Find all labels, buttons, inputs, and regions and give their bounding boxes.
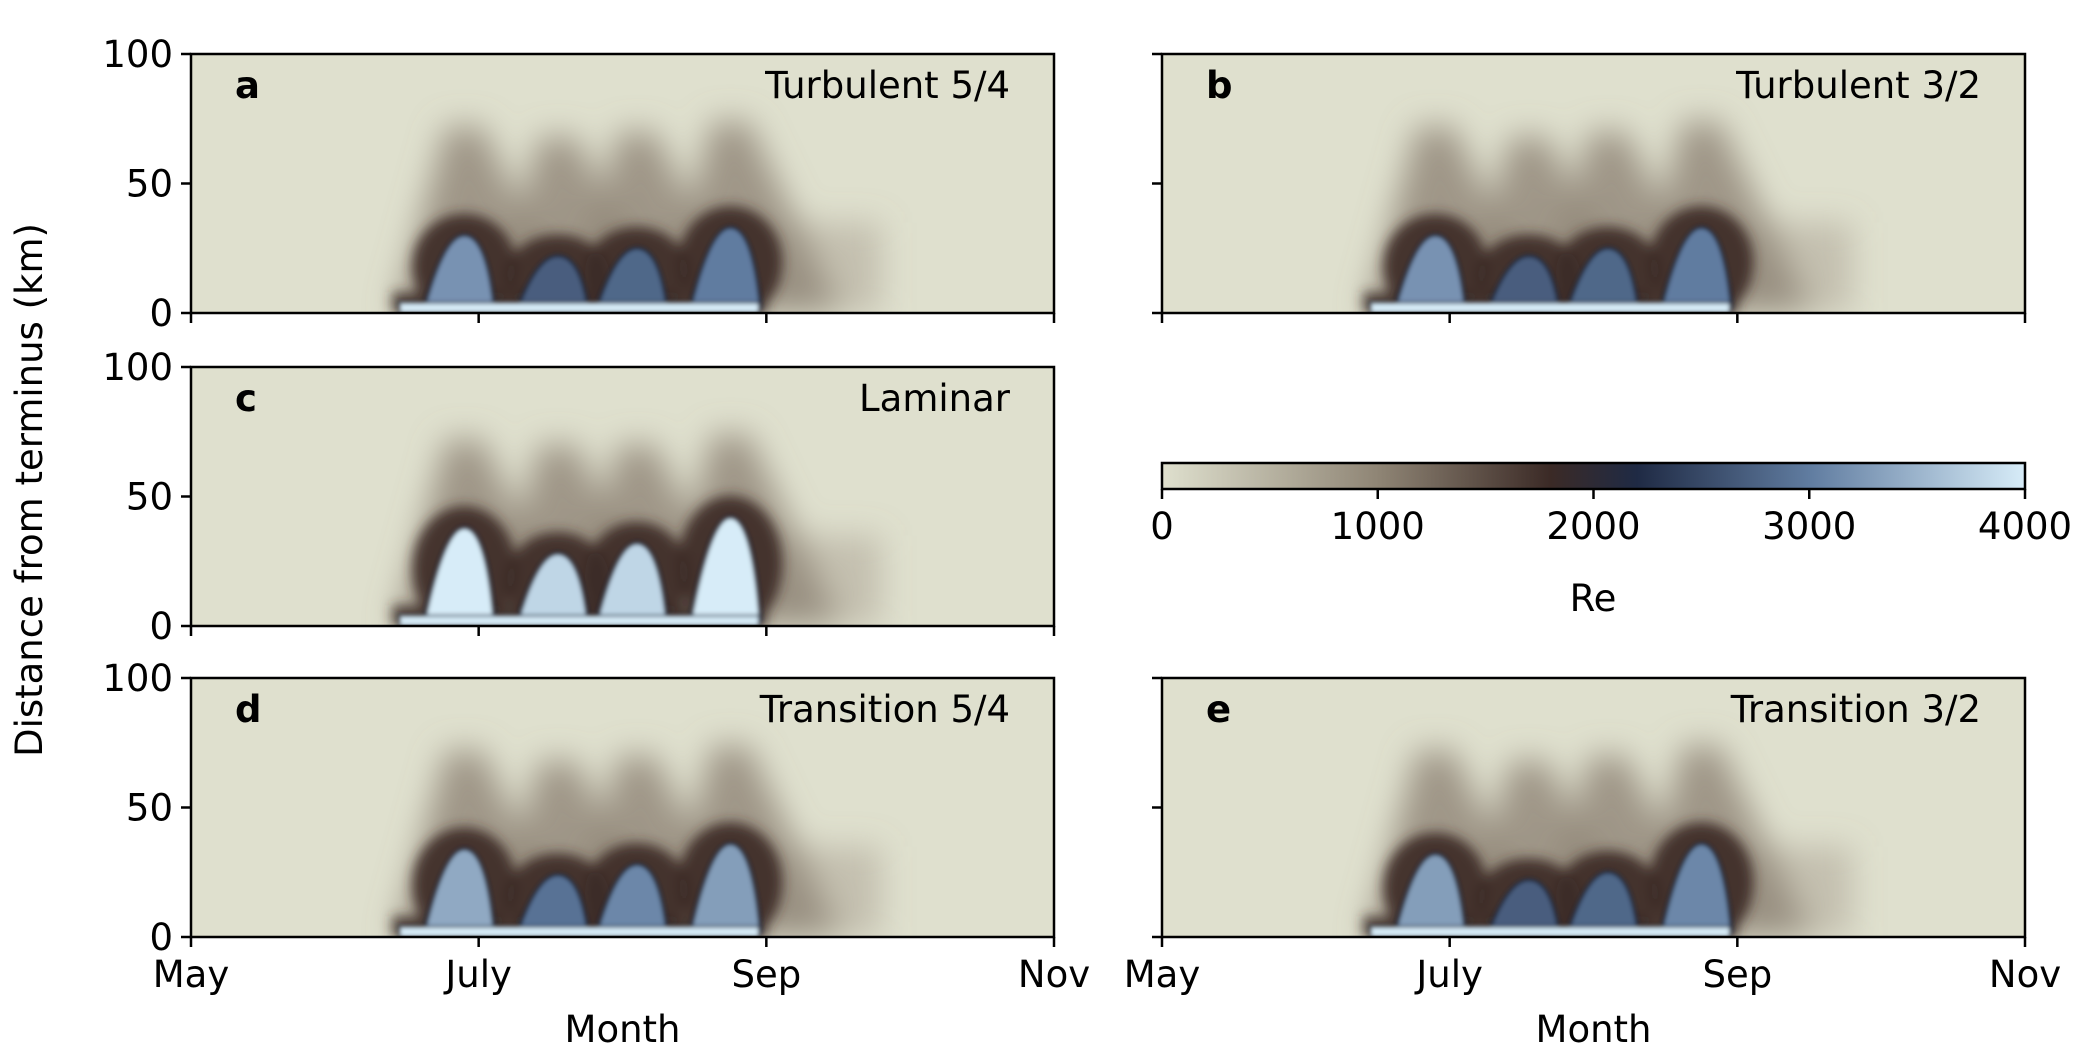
- x-tick-label: Sep: [1702, 953, 1772, 996]
- heatmap-field: [392, 434, 882, 626]
- heatmap-field: [1363, 745, 1853, 937]
- plume-cores: [1369, 842, 1734, 937]
- panel-title: Laminar: [859, 377, 1011, 420]
- terminal-band: [398, 925, 761, 937]
- plume-cores: [398, 515, 762, 626]
- plume-cores: [1369, 226, 1734, 313]
- pulse-core: [515, 254, 590, 310]
- pulse-core: [422, 847, 496, 934]
- pulse-core: [594, 862, 669, 934]
- y-tick-label: 50: [126, 787, 173, 830]
- pulse-core: [1486, 254, 1561, 310]
- terminal-band: [1369, 301, 1732, 313]
- y-tick-label: 0: [149, 292, 173, 335]
- colorbar-tick-label: 4000: [1978, 505, 2072, 548]
- terminal-band: [1369, 925, 1732, 937]
- colorbar-tick-label: 3000: [1762, 505, 1856, 548]
- colorbar-gradient: [1160, 461, 2027, 491]
- heatmap-field: [392, 121, 882, 313]
- heatmap-field: [392, 745, 882, 937]
- panel-title: Transition 3/2: [1730, 688, 1981, 731]
- colorbar-tick-label: 1000: [1331, 505, 1425, 548]
- terminal-band: [398, 301, 761, 313]
- y-tick-label: 50: [126, 476, 173, 519]
- panel-letter: c: [235, 377, 257, 420]
- y-tick-label: 100: [102, 33, 173, 76]
- panel-title: Turbulent 5/4: [764, 64, 1010, 107]
- x-tick-label: Sep: [731, 953, 801, 996]
- pulse-core: [1393, 233, 1467, 310]
- pulse-core: [688, 515, 762, 623]
- colorbar-tick-label: 0: [1150, 505, 1174, 548]
- panel-c: 0 50 100 c Laminar: [102, 346, 1056, 648]
- pulse-core: [515, 873, 590, 934]
- heatmap-field: [1363, 121, 1853, 313]
- colorbar: 0 1000 2000 3000 4000 Re: [1150, 461, 2072, 620]
- x-tick-label: Nov: [1018, 953, 1090, 996]
- panel-letter: e: [1206, 688, 1231, 731]
- pulse-core: [688, 842, 763, 934]
- pulse-core: [1659, 842, 1734, 934]
- x-tick-label: July: [1414, 953, 1483, 996]
- colorbar-label: Re: [1570, 577, 1617, 620]
- terminal-band: [398, 614, 761, 626]
- panel-a: 0 50 100 a Turbulent 5/4: [102, 33, 1056, 335]
- x-axis-label: Month: [565, 1008, 681, 1050]
- panel-letter: d: [235, 688, 262, 731]
- y-tick-label: 50: [126, 163, 173, 206]
- pulse-core: [1565, 870, 1640, 934]
- panel-title: Turbulent 3/2: [1735, 64, 1981, 107]
- pulse-core: [688, 226, 763, 310]
- y-tick-label: 0: [149, 916, 173, 959]
- pulse-core: [422, 233, 496, 310]
- panel-d: 0 50 100 May July Sep Nov Month d Transition 5/4: [102, 657, 1090, 1050]
- panel-letter: a: [235, 64, 260, 107]
- x-tick-label: May: [153, 953, 230, 996]
- x-tick-label: May: [1124, 953, 1201, 996]
- pulse-core: [594, 541, 669, 623]
- panel-e: May July Sep Nov Month e Transition 3/2: [1124, 676, 2061, 1050]
- y-tick-label: 0: [149, 605, 173, 648]
- x-axis-label: Month: [1536, 1008, 1652, 1050]
- x-tick-label: July: [443, 953, 512, 996]
- pulse-core: [422, 526, 496, 623]
- pulse-core: [1565, 246, 1640, 310]
- pulse-core: [1486, 878, 1561, 934]
- plume-cores: [398, 842, 763, 937]
- y-axis-label: Distance from terminus (km): [8, 223, 51, 757]
- x-tick-label: Nov: [1989, 953, 2061, 996]
- pulse-core: [1659, 226, 1734, 310]
- pulse-core: [594, 246, 669, 310]
- y-tick-label: 100: [102, 346, 173, 389]
- pulse-core: [1393, 852, 1467, 934]
- panel-letter: b: [1206, 64, 1233, 107]
- panel-title: Transition 5/4: [759, 688, 1010, 731]
- y-tick-label: 100: [102, 657, 173, 700]
- plume-cores: [398, 226, 763, 313]
- panel-b: b Turbulent 3/2: [1152, 52, 2027, 323]
- pulse-core: [515, 551, 590, 623]
- colorbar-tick-label: 2000: [1546, 505, 1640, 548]
